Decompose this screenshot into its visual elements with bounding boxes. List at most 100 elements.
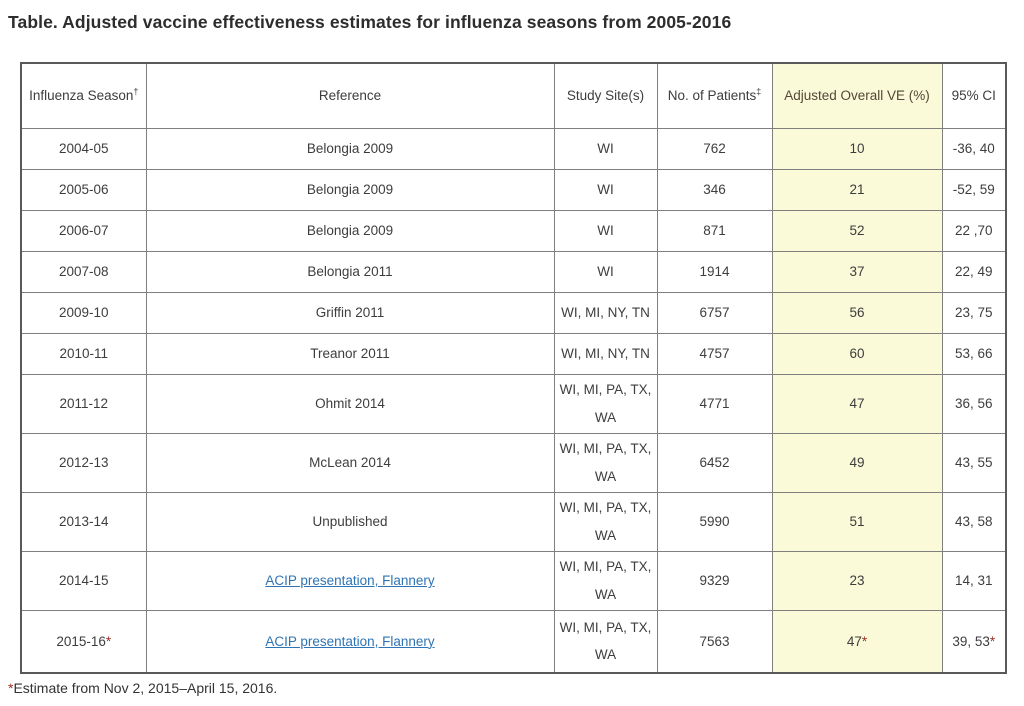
table-row: 2004-05 Belongia 2009 WI 762 10 -36, 40 xyxy=(20,127,1007,170)
reference-cell: ACIP presentation, Flannery xyxy=(145,609,555,674)
column-header-adjusted-overall-ve: Adjusted Overall VE (%) xyxy=(771,62,943,129)
footnote-marker-patients: ‡ xyxy=(756,86,762,97)
reference-cell: ACIP presentation, Flannery xyxy=(145,550,555,611)
study-sites-cell: WI xyxy=(553,127,658,170)
patients-cell: 9329 xyxy=(656,550,773,611)
header-label: Reference xyxy=(318,88,382,104)
ci-cell: -36, 40 xyxy=(941,127,1007,170)
patients-cell: 4771 xyxy=(656,373,773,434)
column-header-influenza-season: Influenza Season† xyxy=(20,62,147,129)
ci-cell: 39, 53* xyxy=(941,609,1007,674)
ci-cell: -52, 59 xyxy=(941,168,1007,211)
patients-cell: 871 xyxy=(656,209,773,252)
reference-cell: Belongia 2009 xyxy=(145,168,555,211)
ve-cell: 47 xyxy=(771,373,943,434)
ci-cell: 22 ,70 xyxy=(941,209,1007,252)
footnote-marker-season: † xyxy=(133,86,139,97)
ve-cell: 10 xyxy=(771,127,943,170)
patients-cell: 7563 xyxy=(656,609,773,674)
reference-cell: Belongia 2009 xyxy=(145,209,555,252)
season-cell: 2012-13 xyxy=(20,432,147,493)
season-value: 2015-16 xyxy=(56,633,106,649)
reference-cell: Belongia 2009 xyxy=(145,127,555,170)
ci-cell: 36, 56 xyxy=(941,373,1007,434)
red-asterisk: * xyxy=(105,633,112,649)
study-sites-cell: WI xyxy=(553,250,658,293)
patients-cell: 6452 xyxy=(656,432,773,493)
ve-cell: 23 xyxy=(771,550,943,611)
header-label: Adjusted Overall VE (%) xyxy=(784,88,930,104)
header-label: Study Site(s) xyxy=(566,88,645,104)
acip-presentation-link[interactable]: ACIP presentation, Flannery xyxy=(265,633,435,649)
reference-cell: Griffin 2011 xyxy=(145,291,555,334)
red-asterisk: * xyxy=(989,633,996,649)
season-cell: 2005-06 xyxy=(20,168,147,211)
study-sites-cell: WI, MI, NY, TN xyxy=(553,291,658,334)
ve-cell: 49 xyxy=(771,432,943,493)
table-row: 2009-10 Griffin 2011 WI, MI, NY, TN 6757… xyxy=(20,291,1007,334)
table-row: 2012-13 McLean 2014 WI, MI, PA, TX, WA 6… xyxy=(20,432,1007,493)
table-row: 2014-15 ACIP presentation, Flannery WI, … xyxy=(20,550,1007,611)
table-row: 2005-06 Belongia 2009 WI 346 21 -52, 59 xyxy=(20,168,1007,211)
patients-cell: 6757 xyxy=(656,291,773,334)
study-sites-cell: WI xyxy=(553,168,658,211)
ve-cell: 37 xyxy=(771,250,943,293)
table-row: 2013-14 Unpublished WI, MI, PA, TX, WA 5… xyxy=(20,491,1007,552)
reference-cell: McLean 2014 xyxy=(145,432,555,493)
reference-cell: Belongia 2011 xyxy=(145,250,555,293)
season-cell: 2014-15 xyxy=(20,550,147,611)
study-sites-cell: WI, MI, PA, TX, WA xyxy=(553,491,658,552)
page-title: Table. Adjusted vaccine effectiveness es… xyxy=(8,12,732,32)
ve-cell: 60 xyxy=(771,332,943,375)
season-cell: 2011-12 xyxy=(20,373,147,434)
study-sites-cell: WI, MI, NY, TN xyxy=(553,332,658,375)
table-header-row: Influenza Season† Reference Study Site(s… xyxy=(20,62,1007,129)
patients-cell: 762 xyxy=(656,127,773,170)
season-cell: 2010-11 xyxy=(20,332,147,375)
season-cell: 2007-08 xyxy=(20,250,147,293)
ci-cell: 53, 66 xyxy=(941,332,1007,375)
patients-cell: 1914 xyxy=(656,250,773,293)
ve-cell: 52 xyxy=(771,209,943,252)
header-label: Influenza Season xyxy=(29,88,134,104)
reference-cell: Treanor 2011 xyxy=(145,332,555,375)
ci-cell: 43, 58 xyxy=(941,491,1007,552)
ci-value: 39, 53 xyxy=(952,633,990,649)
ve-cell: 21 xyxy=(771,168,943,211)
header-label: No. of Patients xyxy=(667,88,757,104)
ve-cell: 47* xyxy=(771,609,943,674)
study-sites-cell: WI, MI, PA, TX, WA xyxy=(553,609,658,674)
column-header-no-of-patients: No. of Patients‡ xyxy=(656,62,773,129)
column-header-study-sites: Study Site(s) xyxy=(553,62,658,129)
column-header-reference: Reference xyxy=(145,62,555,129)
vaccine-effectiveness-table: Influenza Season† Reference Study Site(s… xyxy=(20,62,1007,674)
ve-cell: 51 xyxy=(771,491,943,552)
table-row: 2007-08 Belongia 2011 WI 1914 37 22, 49 xyxy=(20,250,1007,293)
study-sites-cell: WI, MI, PA, TX, WA xyxy=(553,432,658,493)
table-row: 2006-07 Belongia 2009 WI 871 52 22 ,70 xyxy=(20,209,1007,252)
season-cell: 2006-07 xyxy=(20,209,147,252)
season-cell: 2015-16* xyxy=(20,609,147,674)
reference-cell: Unpublished xyxy=(145,491,555,552)
study-sites-cell: WI xyxy=(553,209,658,252)
reference-cell: Ohmit 2014 xyxy=(145,373,555,434)
season-cell: 2009-10 xyxy=(20,291,147,334)
table-row: 2011-12 Ohmit 2014 WI, MI, PA, TX, WA 47… xyxy=(20,373,1007,434)
ci-cell: 23, 75 xyxy=(941,291,1007,334)
red-asterisk: * xyxy=(861,633,868,649)
study-sites-cell: WI, MI, PA, TX, WA xyxy=(553,550,658,611)
season-cell: 2013-14 xyxy=(20,491,147,552)
table-row: 2010-11 Treanor 2011 WI, MI, NY, TN 4757… xyxy=(20,332,1007,375)
season-cell: 2004-05 xyxy=(20,127,147,170)
header-label: 95% CI xyxy=(951,88,996,104)
ve-value: 47 xyxy=(846,633,862,649)
table-footnote: *Estimate from Nov 2, 2015–April 15, 201… xyxy=(8,680,277,696)
acip-presentation-link[interactable]: ACIP presentation, Flannery xyxy=(265,573,435,588)
column-header-95-ci: 95% CI xyxy=(941,62,1007,129)
ci-cell: 22, 49 xyxy=(941,250,1007,293)
ci-cell: 14, 31 xyxy=(941,550,1007,611)
table-row: 2015-16* ACIP presentation, Flannery WI,… xyxy=(20,609,1007,674)
ve-cell: 56 xyxy=(771,291,943,334)
study-sites-cell: WI, MI, PA, TX, WA xyxy=(553,373,658,434)
red-asterisk: * xyxy=(8,680,14,696)
